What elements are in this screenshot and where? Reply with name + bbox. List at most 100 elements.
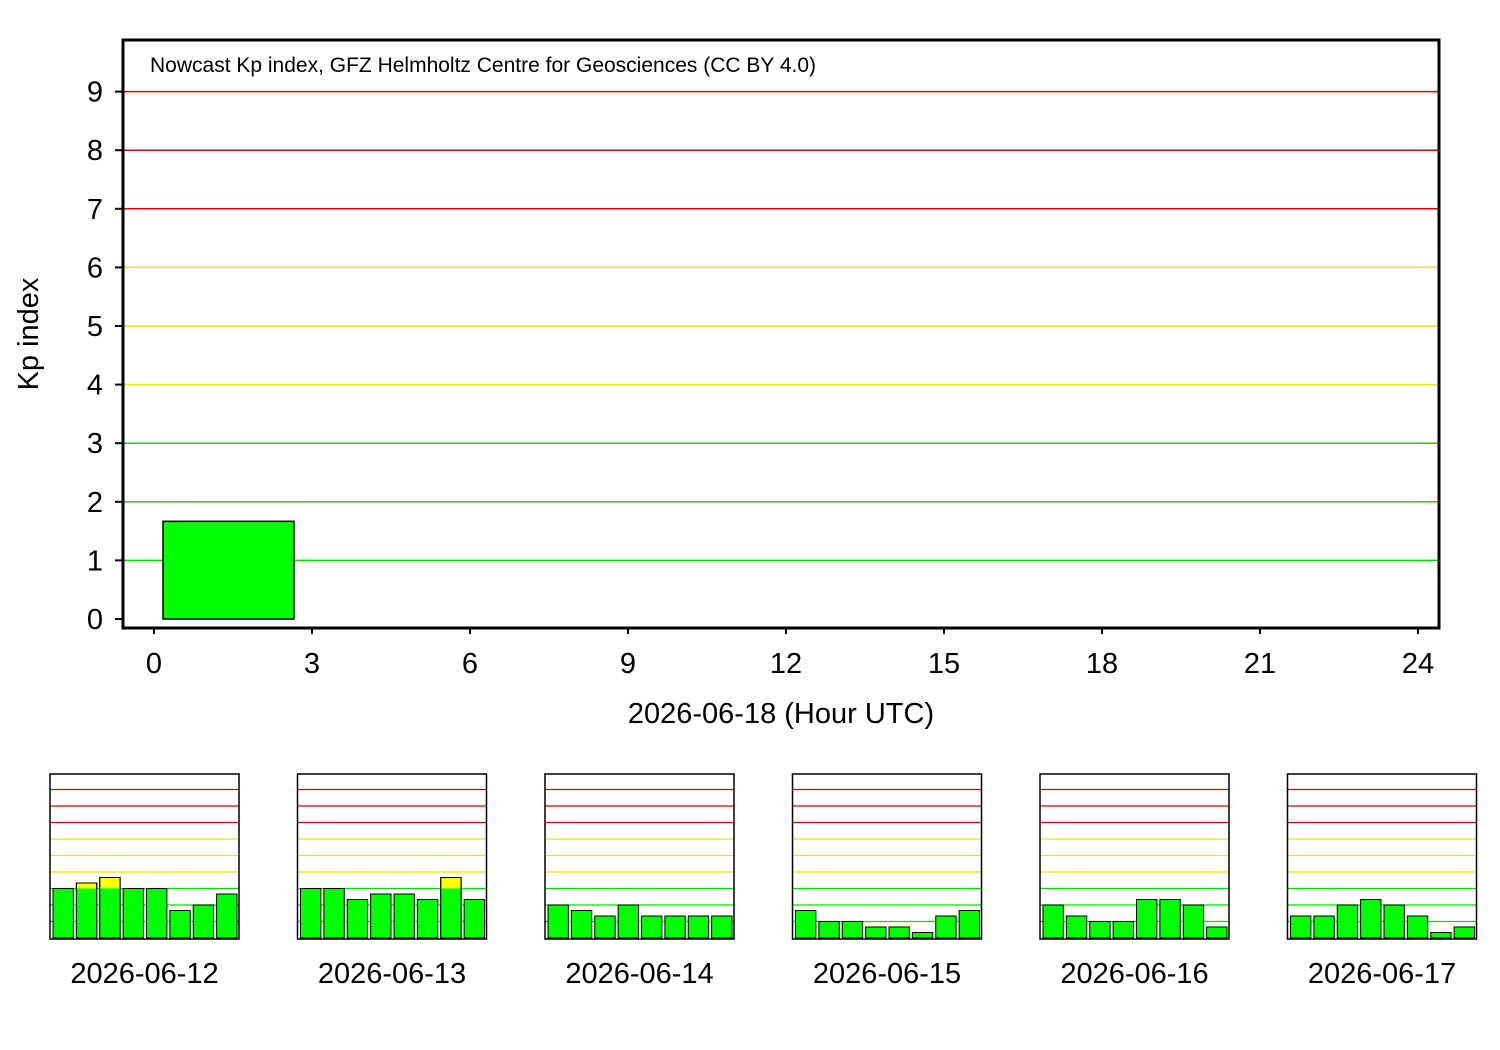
mini-frame [296, 773, 488, 940]
mini-bar [1453, 926, 1475, 939]
y-tick-label: 8 [87, 135, 103, 167]
mini-bar [1336, 904, 1359, 939]
mini-bar [641, 915, 663, 939]
mini-bar [911, 932, 934, 939]
x-tick-label: 6 [462, 648, 478, 680]
mini-frame [1286, 773, 1478, 940]
mini-bar [1406, 915, 1429, 939]
y-tick-label: 2 [87, 487, 103, 519]
mini-bar [393, 893, 415, 939]
mini-date-label: 2026-06-13 [318, 958, 466, 990]
main-kp-chart: Nowcast Kp index, GFZ Helmholtz Centre f… [13, 38, 1441, 730]
y-axis-label: Kp index [13, 277, 45, 390]
mini-bar [192, 904, 215, 939]
main-bars [162, 520, 295, 620]
y-tick-label: 5 [87, 311, 103, 343]
mini-bar-base [99, 888, 121, 938]
mini-bar [687, 915, 710, 939]
mini-bar [1136, 899, 1158, 939]
y-tick-labels: 0 1 2 3 4 5 6 7 8 9 [87, 77, 123, 636]
y-tick-label: 7 [87, 194, 103, 226]
mini-bar [1159, 899, 1181, 939]
x-tick-label: 24 [1402, 648, 1434, 680]
x-axis-label: 2026-06-18 (Hour UTC) [628, 698, 934, 730]
chart-annotation: Nowcast Kp index, GFZ Helmholtz Centre f… [150, 54, 816, 77]
kp-bar-0 [162, 520, 295, 620]
mini-bar-outline [75, 882, 98, 939]
mini-bar [52, 888, 74, 939]
mini-bar [617, 904, 639, 939]
mini-bar [795, 909, 817, 939]
mini-chart-2026-06-16: 2026-06-16 [1039, 773, 1230, 990]
mini-bar [1112, 921, 1134, 939]
mini-bar-outline [440, 876, 462, 939]
mini-bar-base [440, 888, 462, 938]
mini-bar [1065, 915, 1088, 939]
mini-bar [547, 904, 569, 939]
x-tick-label: 15 [928, 648, 960, 680]
mini-bar [1360, 899, 1382, 939]
y-tick-label: 9 [87, 77, 103, 109]
x-tick-label: 21 [1244, 648, 1276, 680]
mini-bar [1430, 932, 1452, 939]
mini-bar [1383, 904, 1405, 939]
mini-chart-2026-06-17: 2026-06-17 [1286, 773, 1478, 990]
y-tick-label: 6 [87, 252, 103, 284]
mini-date-label: 2026-06-15 [813, 958, 961, 990]
y-tick-label: 3 [87, 428, 103, 460]
mini-bar [570, 909, 593, 939]
mini-bar [841, 921, 864, 939]
mini-bar [1089, 921, 1111, 939]
mini-frame [544, 773, 735, 940]
y-tick-label: 1 [87, 545, 103, 577]
y-tick-label: 4 [87, 370, 103, 402]
mini-chart-2026-06-12: 2026-06-12 [49, 773, 240, 990]
mini-date-label: 2026-06-12 [70, 958, 218, 990]
mini-bar [958, 909, 980, 939]
mini-bar [1313, 915, 1335, 939]
mini-date-label: 2026-06-16 [1060, 958, 1208, 990]
x-tick-label: 3 [304, 648, 320, 680]
mini-bar [935, 915, 957, 939]
main-grid-lines [123, 90, 1439, 562]
mini-bar-outline [99, 876, 121, 939]
mini-bar-base [76, 888, 97, 938]
mini-bar [216, 893, 238, 939]
mini-bar [146, 888, 168, 939]
x-tick-label: 12 [770, 648, 802, 680]
mini-bar [888, 926, 910, 939]
mini-date-label: 2026-06-14 [565, 958, 713, 990]
mini-date-label: 2026-06-17 [1308, 958, 1456, 990]
mini-bar [1042, 904, 1064, 939]
mini-bar [370, 893, 392, 939]
x-tick-label: 18 [1086, 648, 1118, 680]
x-tick-label: 9 [620, 648, 636, 680]
mini-frame [791, 773, 983, 940]
mini-bar [1206, 926, 1228, 939]
mini-bar [1290, 915, 1312, 939]
mini-frame [49, 773, 240, 940]
mini-bar [664, 915, 686, 939]
mini-bar [122, 888, 144, 939]
mini-bar [865, 926, 887, 939]
main-plot-frame [121, 38, 1441, 630]
previous-days-charts: 2026-06-12 2026-06-13 2026-06-14 2026-06-15… [49, 773, 1478, 990]
mini-bar [416, 899, 439, 939]
mini-bar [169, 909, 191, 939]
mini-bar [818, 921, 840, 939]
mini-bar [346, 899, 369, 939]
mini-bar [1182, 904, 1205, 939]
mini-bar [300, 888, 322, 939]
mini-chart-2026-06-15: 2026-06-15 [791, 773, 983, 990]
mini-chart-2026-06-14: 2026-06-14 [544, 773, 735, 990]
mini-bar [711, 915, 733, 939]
mini-chart-2026-06-13: 2026-06-13 [296, 773, 488, 990]
mini-bar [323, 888, 345, 939]
y-tick-label: 0 [87, 604, 103, 636]
mini-bar [463, 899, 485, 939]
mini-frame [1039, 773, 1230, 940]
mini-bar [594, 915, 616, 939]
x-tick-label: 0 [146, 648, 162, 680]
x-tick-labels: 0 3 6 9 12 15 18 21 24 [146, 628, 1434, 680]
